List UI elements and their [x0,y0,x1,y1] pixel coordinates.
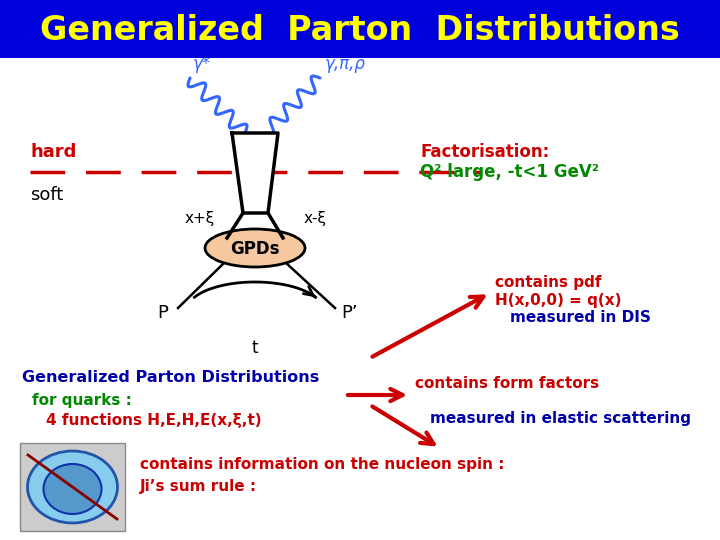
Text: P: P [158,304,168,322]
Polygon shape [232,133,278,213]
Text: t: t [252,339,258,357]
Text: contains form factors: contains form factors [415,375,599,390]
Text: P’: P’ [342,304,359,322]
Text: Ji’s sum rule :: Ji’s sum rule : [140,480,257,495]
Text: Factorisation:: Factorisation: [420,143,549,161]
Text: for quarks :: for quarks : [32,393,132,408]
Text: measured in DIS: measured in DIS [510,310,651,326]
Text: 4 functions H,E,H̃,Ẽ(x,ξ,t): 4 functions H,E,H̃,Ẽ(x,ξ,t) [46,413,261,428]
Ellipse shape [27,451,117,523]
Bar [0,0,720,58]
Text: Q² large, -t<1 GeV²: Q² large, -t<1 GeV² [420,163,599,181]
Ellipse shape [43,464,102,514]
Text: x+ξ: x+ξ [185,211,215,226]
Text: contains pdf: contains pdf [495,275,601,291]
Text: γ,π,ρ: γ,π,ρ [325,55,366,73]
Text: γ*: γ* [193,55,211,73]
Bar [20,443,125,531]
Text: Generalized Parton Distributions: Generalized Parton Distributions [22,370,319,386]
Ellipse shape [205,229,305,267]
Text: soft: soft [30,186,63,204]
Text: contains information on the nucleon spin :: contains information on the nucleon spin… [140,457,505,472]
Text: hard: hard [30,143,76,161]
Text: H(x,0,0) = q(x): H(x,0,0) = q(x) [495,293,621,307]
Text: measured in elastic scattering: measured in elastic scattering [430,410,691,426]
Text: Generalized  Parton  Distributions: Generalized Parton Distributions [40,14,680,46]
Text: GPDs: GPDs [230,240,280,258]
Text: x-ξ: x-ξ [304,211,326,226]
